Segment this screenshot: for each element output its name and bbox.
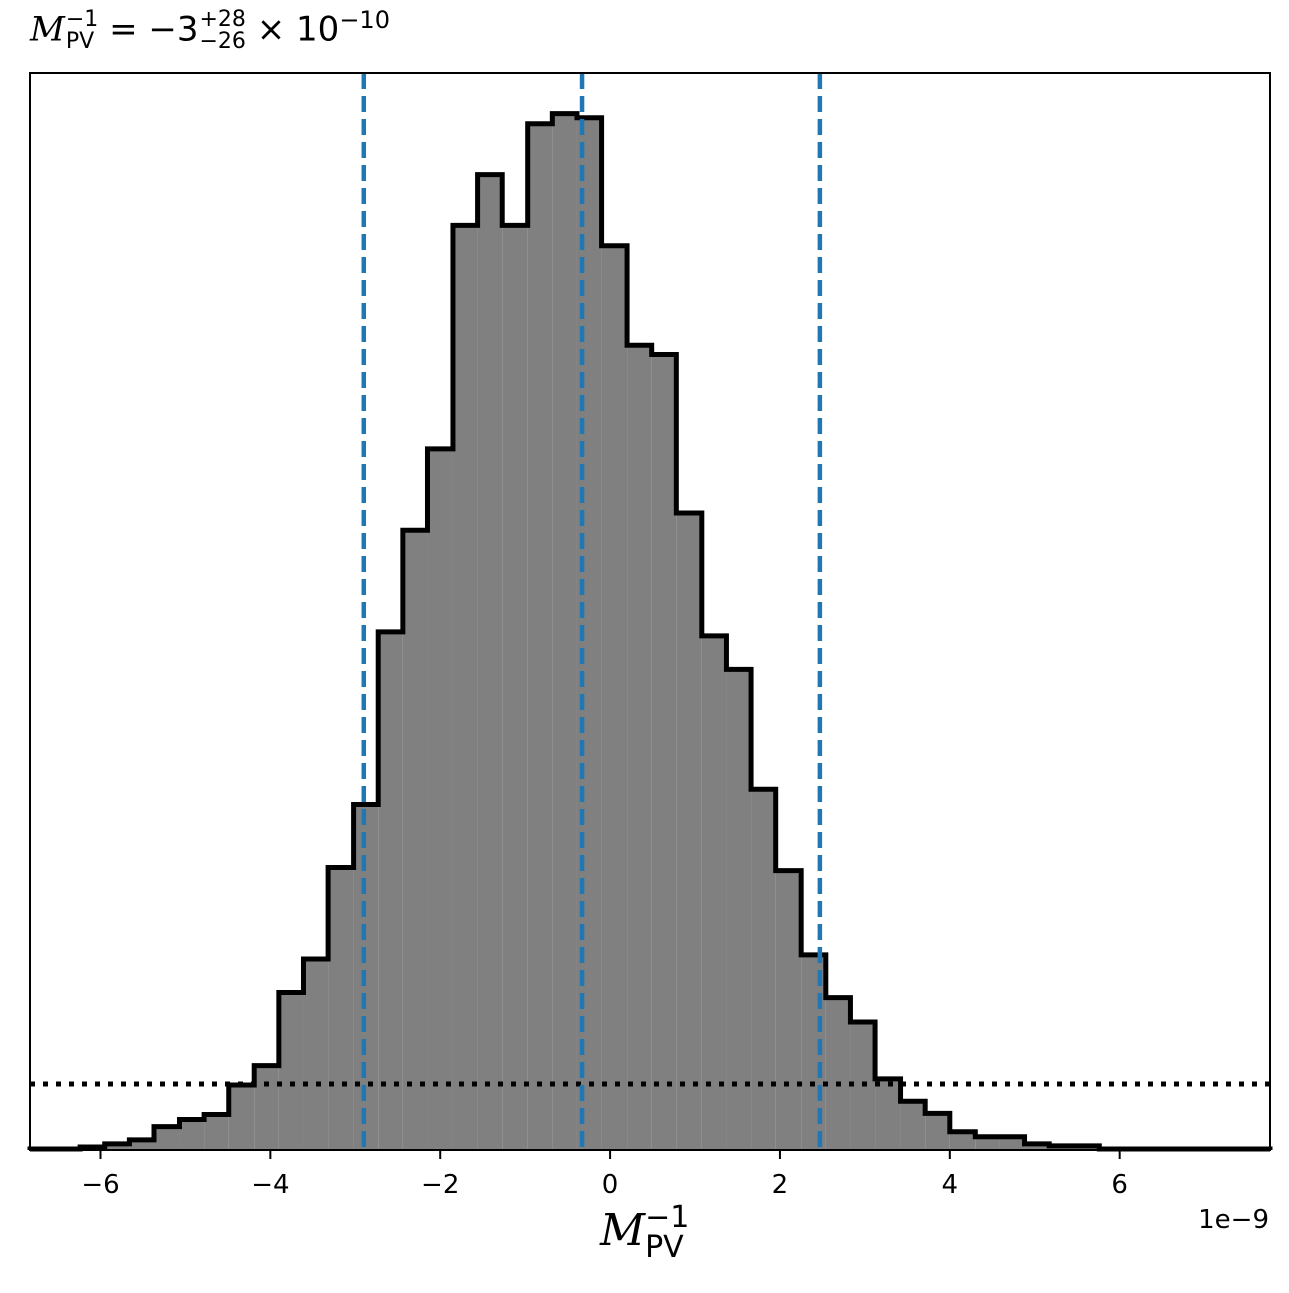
title-variable: M [30,9,65,50]
title-lower-error: −26 [199,28,246,54]
histogram-bar [204,1114,229,1150]
histogram-bar [154,1126,180,1150]
histogram-outline [27,111,1273,1152]
histogram-bar [427,448,453,1150]
title-value: −3 [148,9,199,50]
x-axis-label-subscript: PV [645,1230,684,1265]
histogram-bar [627,345,652,1151]
histogram-bar [1024,1143,1050,1150]
x-tick-label: 2 [772,1170,789,1200]
title-scale: × 10 [245,9,340,50]
x-tick-label: 6 [1111,1170,1128,1200]
histogram-bar [801,954,826,1150]
histogram-bar [651,354,677,1150]
histogram-bar [825,997,851,1150]
histogram-bar [129,1139,154,1150]
chart-title: M −1 PV = −3 +28 −26 × 10−10 [30,6,390,53]
x-tick-label: −2 [421,1170,459,1200]
histogram-bar [328,867,354,1150]
histogram-bar [775,870,802,1150]
histogram-bar [452,225,478,1151]
x-axis-label-variable: M [600,1205,646,1256]
histogram-bar [179,1119,205,1150]
x-tick-label: −6 [81,1170,119,1200]
histogram-bar [726,669,752,1150]
histogram-bar [378,631,403,1150]
x-axis-label: M −1 PV [600,1203,689,1263]
title-equals: = [98,9,149,50]
title-variable-superscript: −1 [65,6,99,32]
histogram-bar [949,1131,976,1150]
histogram-bar [104,1143,130,1150]
histogram-bar [303,958,329,1150]
plot-frame [29,72,1271,1151]
histogram-bar [701,635,727,1150]
histogram-bar [402,530,428,1150]
histogram-bar [477,174,503,1151]
histogram-bar [975,1136,1000,1150]
histogram-bar [502,225,528,1151]
x-tick-label: 4 [942,1170,959,1200]
histogram-bar [527,123,553,1151]
histogram-bar [228,1084,255,1150]
histogram-bar [254,1065,279,1150]
x-axis-offset-text: 1e−9 [1198,1205,1269,1235]
x-axis-label-superscript: −1 [645,1200,690,1235]
x-tick-label: −4 [251,1170,289,1200]
x-tick-label: 0 [602,1170,619,1200]
title-variable-subscript: PV [65,28,95,54]
histogram-bar [278,992,304,1150]
histogram-bar [751,789,776,1150]
histogram-bar [875,1078,901,1150]
histogram-bar [999,1136,1025,1150]
histogram-bar [925,1113,950,1150]
histogram-bar [900,1101,926,1150]
title-upper-error: +28 [199,6,246,32]
histogram-bar [552,113,577,1151]
histogram-bar [601,245,628,1150]
title-exponent: −10 [339,6,390,34]
histogram-bar [676,512,702,1150]
